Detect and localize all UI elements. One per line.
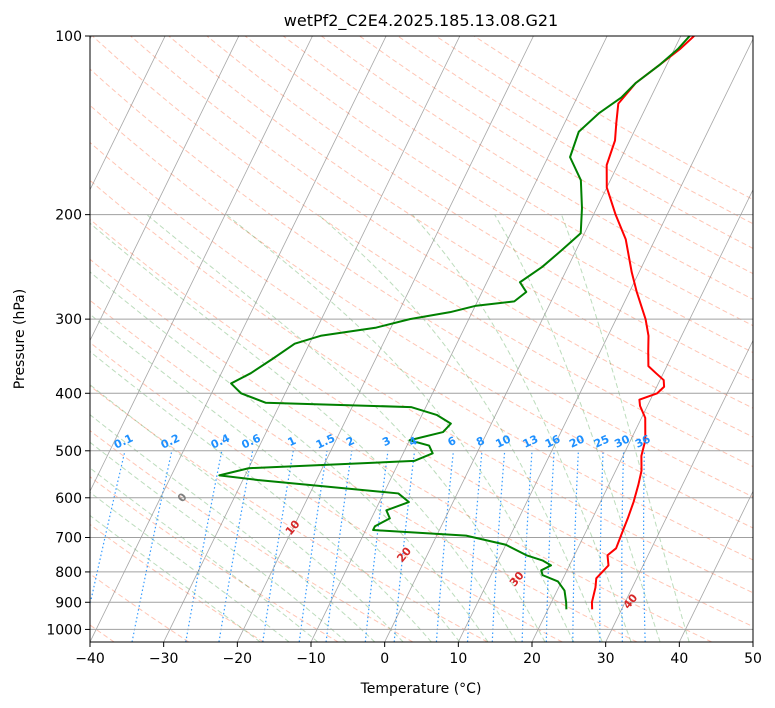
dry-adiabat xyxy=(90,341,563,642)
y-tick-label: 600 xyxy=(55,491,82,507)
dry-adiabat xyxy=(90,218,753,628)
x-axis-title: Temperature (°C) xyxy=(360,681,482,697)
mixing-ratio-label: 10 xyxy=(494,432,514,450)
isotherm xyxy=(531,188,753,642)
dry-adiabat xyxy=(90,68,753,498)
y-tick-label: 400 xyxy=(55,386,82,402)
mixing-ratio-line xyxy=(466,450,483,642)
y-tick-label: 800 xyxy=(55,565,82,581)
isotherm xyxy=(236,36,534,642)
y-tick-label: 200 xyxy=(55,208,82,224)
isotherm xyxy=(678,490,753,642)
moist-adiabat xyxy=(90,414,376,642)
dry-adiabat xyxy=(90,179,753,594)
isotherm xyxy=(752,641,753,642)
mixing-ratio-label: 25 xyxy=(592,433,611,451)
y-tick-label: 100 xyxy=(55,29,82,45)
x-tick-label: 30 xyxy=(597,651,615,667)
x-tick-label: −10 xyxy=(296,651,326,667)
isotherm xyxy=(90,36,166,191)
moist-adiabat xyxy=(90,313,461,642)
mixing-ratio-line xyxy=(521,450,533,642)
mixing-ratio-line xyxy=(393,450,416,642)
isotherm xyxy=(90,36,240,342)
moist-adiabat xyxy=(494,214,661,642)
moist-adiabat xyxy=(90,222,517,642)
dry-adiabat xyxy=(92,36,753,468)
isotherm xyxy=(384,36,682,642)
y-tick-label: 700 xyxy=(55,531,82,547)
moist-adiabat xyxy=(90,441,347,642)
isotherm xyxy=(605,339,753,642)
moist-adiabat xyxy=(317,214,603,642)
isotherm xyxy=(457,38,753,642)
grid-layer xyxy=(90,36,753,642)
mixing-ratio-label: 36 xyxy=(633,432,653,450)
y-tick-label: 900 xyxy=(55,595,82,611)
dry-adiabat xyxy=(90,476,339,642)
plot-frame xyxy=(89,35,754,643)
mixing-ratio-line xyxy=(298,450,328,642)
chart-title: wetPf2_C2E4.2025.185.13.08.G21 xyxy=(284,11,558,31)
x-tick-label: −40 xyxy=(75,651,105,667)
x-tick-label: 40 xyxy=(670,651,688,667)
mixing-ratio-label: 16 xyxy=(543,432,563,450)
dry-adiabat xyxy=(282,36,753,327)
mixing-ratio-label: 20 xyxy=(567,432,587,450)
axis-layer: −40 −30 −20 −10 0 10 20 30 40 50 100 200 300 400 500 60… xyxy=(46,29,762,667)
isotherm xyxy=(90,36,387,642)
x-tick-label: 0 xyxy=(380,651,389,667)
mixing-ratio-label: 30 xyxy=(612,432,632,450)
dry-adiabat xyxy=(90,573,190,642)
y-tick-label: 500 xyxy=(55,444,82,460)
dewpoint-trace xyxy=(218,36,691,610)
moist-adiabat xyxy=(90,467,319,642)
isotherm xyxy=(310,36,608,642)
mixing-ratio-line xyxy=(364,450,389,642)
moist-adiabat xyxy=(411,214,632,642)
mixing-ratio-line xyxy=(491,450,506,642)
temperature-trace xyxy=(590,36,695,610)
dry-adiabat xyxy=(321,36,753,300)
x-tick-label: 50 xyxy=(744,651,762,667)
x-tick-label: −20 xyxy=(223,651,253,667)
mixing-ratio-label: 13 xyxy=(521,433,540,451)
x-tick-label: 10 xyxy=(449,651,467,667)
moist-adiabat xyxy=(90,271,489,642)
moist-adiabat xyxy=(90,384,404,642)
mixing-ratio-line xyxy=(435,450,455,642)
mixing-ratio-line xyxy=(131,450,173,642)
x-tick-label: 20 xyxy=(523,651,541,667)
dry-adiabat xyxy=(90,258,712,642)
y-axis-title: Pressure (hPa) xyxy=(12,289,28,389)
isotherm xyxy=(90,36,313,493)
dry-adiabat xyxy=(90,299,638,642)
dry-adiabat xyxy=(90,104,753,529)
y-tick-label: 1000 xyxy=(46,622,82,638)
mixing-ratio-line xyxy=(90,450,126,608)
y-tick-label: 300 xyxy=(55,312,82,328)
dry-adiabat xyxy=(130,36,753,438)
moist-adiabat xyxy=(146,214,546,642)
moist-adiabat xyxy=(561,214,690,642)
plot-background xyxy=(90,36,753,642)
series-layer xyxy=(218,36,695,610)
x-tick-label: −30 xyxy=(149,651,179,667)
dry-adiabat xyxy=(168,36,753,409)
moist-adiabat xyxy=(226,214,575,642)
mixing-ratio-line xyxy=(325,450,353,642)
